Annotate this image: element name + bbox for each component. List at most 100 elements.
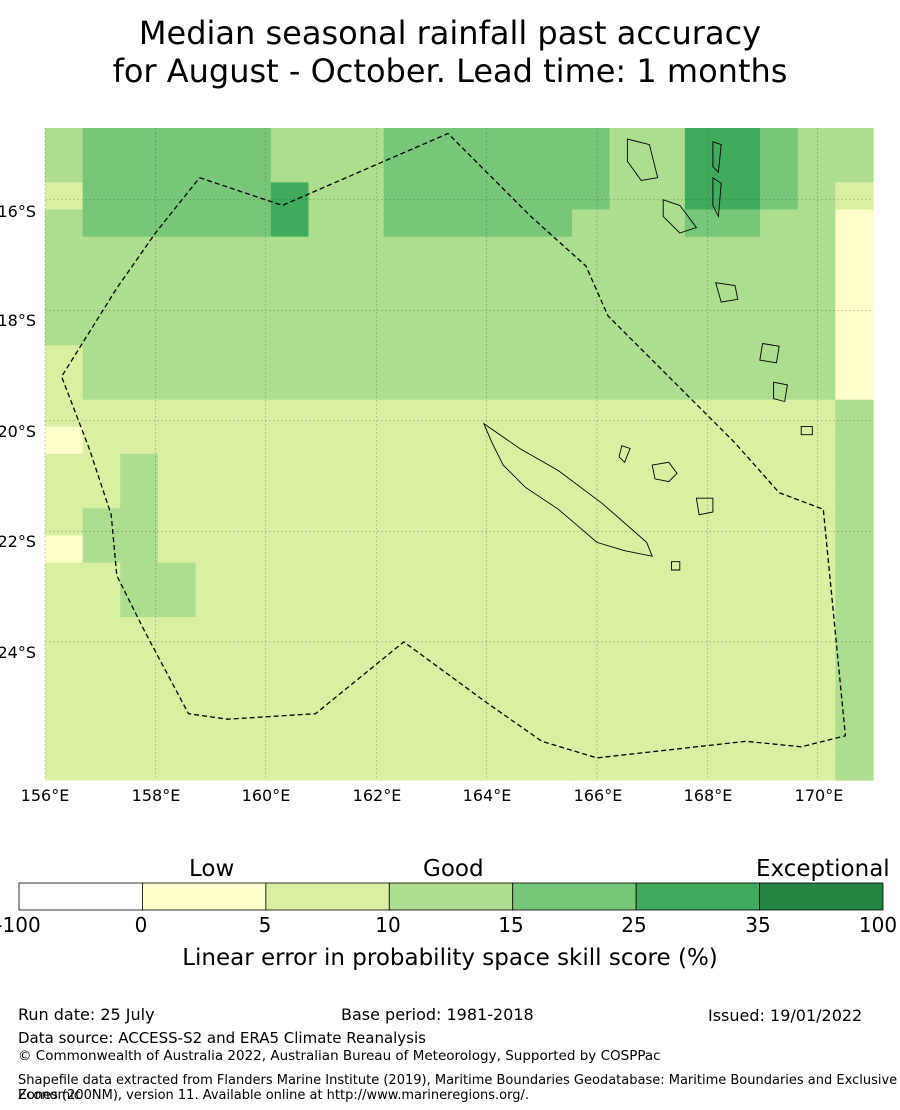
grid-cell xyxy=(684,155,724,183)
grid-cell xyxy=(346,617,385,645)
grid-cell xyxy=(195,562,234,591)
island-espiritu-santo xyxy=(626,138,659,181)
grid-cell xyxy=(421,155,460,183)
grid-cell xyxy=(684,644,724,672)
grid-cell xyxy=(647,263,686,292)
grid-cell xyxy=(157,589,197,618)
grid-cell xyxy=(82,725,121,754)
grid-cell xyxy=(722,263,761,292)
grid-cell xyxy=(684,345,724,374)
grid-cell xyxy=(195,263,234,292)
grid-cell xyxy=(684,535,724,564)
grid-cell xyxy=(270,617,310,645)
grid-cell xyxy=(835,562,874,591)
grid-cell xyxy=(571,454,611,482)
grid-cell xyxy=(82,372,121,401)
grid-cell xyxy=(459,263,498,292)
grid-cell xyxy=(722,617,761,645)
grid-cell xyxy=(835,345,874,374)
grid-cell xyxy=(45,698,84,727)
colorbar-swatch xyxy=(512,882,637,911)
grid-cell xyxy=(684,426,724,455)
grid-cell xyxy=(571,617,611,645)
grid-cell xyxy=(120,698,159,727)
grid-cell xyxy=(722,508,761,537)
grid-cell xyxy=(383,698,422,727)
grid-cell xyxy=(835,236,874,265)
grid-cell xyxy=(308,291,347,319)
grid-cell xyxy=(760,725,799,754)
grid-cell xyxy=(308,182,347,211)
grid-cell xyxy=(421,671,460,700)
grid-cell xyxy=(459,589,498,618)
grid-cell xyxy=(760,454,799,482)
grid-cell xyxy=(383,426,422,455)
grid-cell xyxy=(722,345,761,374)
cb-tick-minus100: -100 xyxy=(0,913,41,937)
grid-cell xyxy=(195,725,234,754)
grid-cell xyxy=(383,508,422,537)
grid-cell xyxy=(496,399,535,428)
island-aneityum xyxy=(800,425,813,436)
grid-cell xyxy=(459,752,498,781)
grid-cell xyxy=(308,236,347,265)
grid-cell xyxy=(760,372,799,401)
grid-cell xyxy=(534,426,573,455)
grid-cell xyxy=(609,372,648,401)
grid-cell xyxy=(534,399,573,428)
grid-cell xyxy=(459,182,498,211)
grid-cell xyxy=(684,481,724,509)
grid-cell xyxy=(383,644,422,672)
grid-cell xyxy=(233,236,272,265)
grid-cell xyxy=(534,725,573,754)
grid-cell xyxy=(82,589,121,618)
grid-cell xyxy=(722,209,761,238)
grid-cell xyxy=(797,481,836,509)
grid-cell xyxy=(270,263,310,292)
grid-cell xyxy=(534,318,573,346)
grid-cell xyxy=(308,209,347,238)
grid-cell xyxy=(45,644,84,672)
grid-cell xyxy=(684,508,724,537)
grid-cell xyxy=(496,318,535,346)
grid-cell xyxy=(647,128,686,156)
grid-cell xyxy=(308,617,347,645)
grid-cell xyxy=(496,426,535,455)
grid-cell xyxy=(571,291,611,319)
colorbar-swatch xyxy=(142,882,267,911)
grid-cell xyxy=(684,725,724,754)
grid-cell xyxy=(346,318,385,346)
grid-cell xyxy=(534,236,573,265)
grid-cell xyxy=(82,752,121,781)
grid-cell xyxy=(797,155,836,183)
grid-cell xyxy=(233,589,272,618)
grid-cell xyxy=(82,345,121,374)
lon-tick-166e: 166°E xyxy=(573,786,623,805)
grid-cell xyxy=(195,698,234,727)
title-line-2: for August - October. Lead time: 1 month… xyxy=(112,52,788,90)
grid-cell xyxy=(647,481,686,509)
island-efate xyxy=(715,282,739,303)
grid-cell xyxy=(82,426,121,455)
grid-cell xyxy=(647,372,686,401)
grid-cell xyxy=(195,535,234,564)
grid-cell xyxy=(120,508,159,537)
grid-cell xyxy=(609,155,648,183)
grid-cell xyxy=(308,562,347,591)
grid-cell xyxy=(383,236,422,265)
grid-cell xyxy=(684,752,724,781)
grid-cell xyxy=(571,698,611,727)
grid-cell xyxy=(82,263,121,292)
grid-cell xyxy=(647,345,686,374)
grid-cell xyxy=(346,372,385,401)
grid-cell xyxy=(459,617,498,645)
grid-cell xyxy=(82,644,121,672)
eez-boundary xyxy=(60,132,847,759)
grid-cell xyxy=(308,698,347,727)
grid-cell xyxy=(383,562,422,591)
grid-cell xyxy=(571,508,611,537)
grid-cell xyxy=(459,535,498,564)
grid-cell xyxy=(195,589,234,618)
grid-cell xyxy=(157,426,197,455)
grid-cell xyxy=(797,399,836,428)
